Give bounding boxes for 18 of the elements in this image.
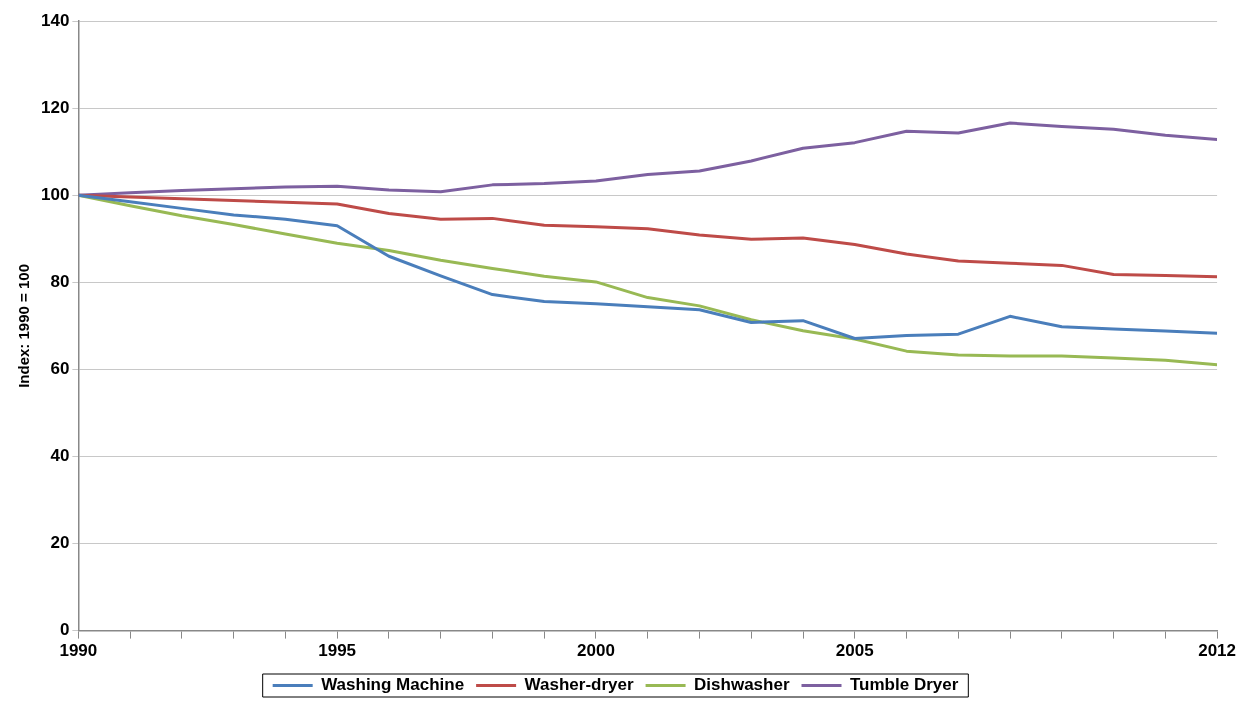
- y-tick-label: 80: [50, 272, 70, 292]
- y-tick-label: 140: [40, 10, 70, 30]
- legend-label: Washing Machine: [321, 675, 465, 695]
- y-tick-label: 60: [50, 359, 70, 379]
- y-axis-title: Index: 1990 = 100: [15, 263, 33, 388]
- y-tick-label: 120: [40, 97, 70, 117]
- x-tick-label: 1995: [318, 641, 357, 661]
- x-tick-label: 1990: [59, 641, 98, 661]
- y-tick-label: 100: [40, 185, 70, 204]
- x-tick-label: 2000: [577, 641, 615, 661]
- y-tick-label: 40: [50, 446, 70, 466]
- y-tick-label: 0: [59, 620, 70, 640]
- legend-label: Washer-dryer: [524, 675, 634, 695]
- legend-label: Tumble Dryer: [850, 675, 959, 695]
- legend-label: Dishwasher: [694, 675, 790, 695]
- x-tick-label: 2012: [1198, 641, 1236, 661]
- x-tick-label: 2005: [835, 641, 874, 661]
- y-tick-label: 20: [50, 533, 70, 553]
